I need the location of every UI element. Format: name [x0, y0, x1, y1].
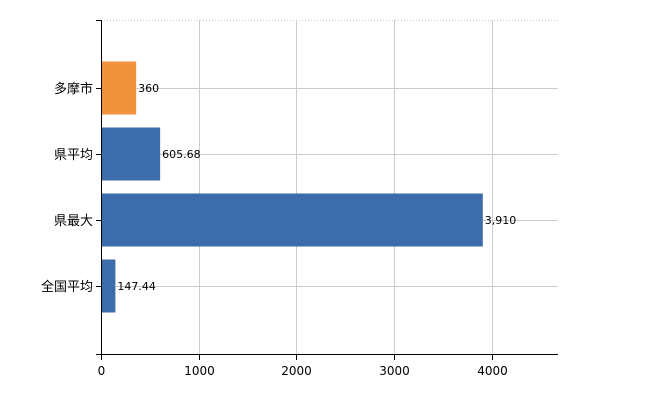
x-tick-label-1000: 1000: [184, 364, 215, 378]
label-layer: 360 多摩市 605.68 県平均 3,910 県最大 147.44 全国平均 0 1000 20…: [41, 81, 516, 378]
x-tick-label-0: 0: [98, 364, 106, 378]
bar-4: [102, 259, 116, 313]
data-label-1: 360: [138, 82, 159, 95]
data-label-2: 605.68: [162, 148, 201, 161]
x-tick-label-4000: 4000: [477, 364, 508, 378]
category-label-3: 県最大: [54, 214, 93, 229]
category-label-4: 全国平均: [41, 279, 93, 295]
x-tick-label-2000: 2000: [281, 364, 312, 378]
data-label-4: 147.44: [117, 280, 156, 293]
bar-1: [102, 61, 137, 115]
data-label-3: 3,910: [485, 214, 517, 227]
x-tick-label-3000: 3000: [379, 364, 410, 378]
category-label-1: 多摩市: [54, 81, 93, 97]
category-label-2: 県平均: [54, 148, 93, 163]
bar-3: [102, 193, 483, 247]
bar-2: [102, 127, 161, 181]
bar-layer: [102, 61, 483, 313]
axis-layer: [96, 20, 558, 360]
grid-layer: [101, 20, 558, 354]
